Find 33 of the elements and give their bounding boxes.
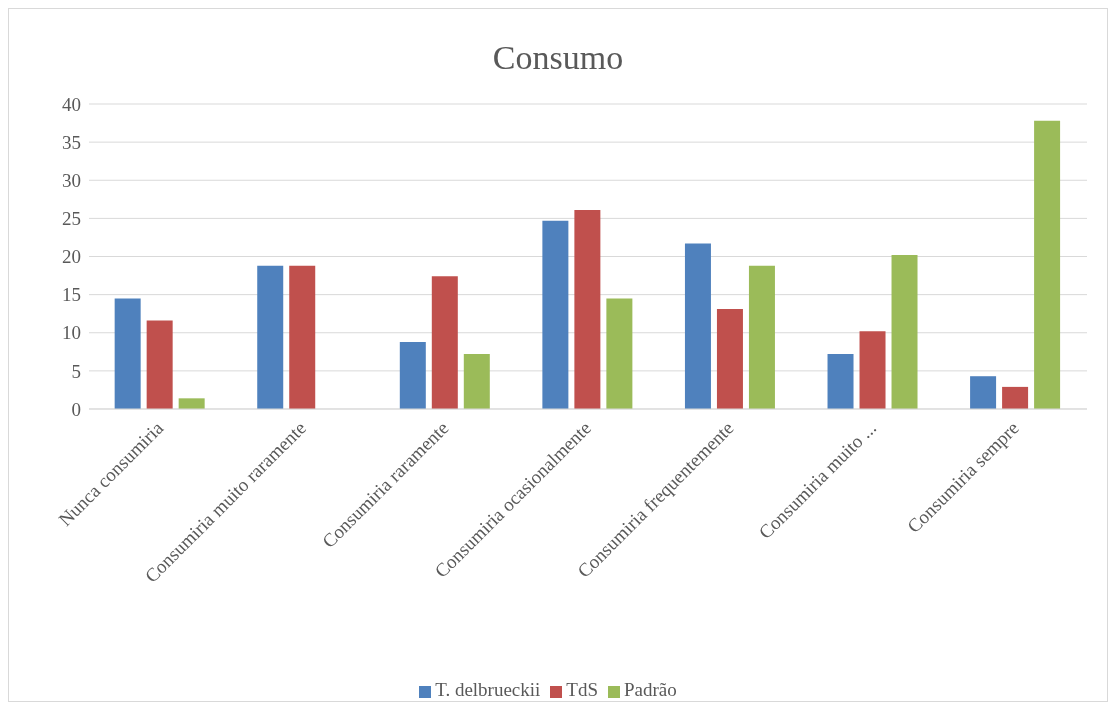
bar — [1002, 386, 1029, 409]
bar — [748, 265, 775, 409]
bar — [178, 398, 205, 409]
bar — [716, 309, 743, 409]
chart-title: Consumo — [491, 39, 625, 77]
y-tick-label: 40 — [62, 93, 81, 115]
bar — [114, 298, 141, 409]
bar — [606, 298, 633, 409]
bar — [431, 276, 458, 409]
bar — [684, 243, 711, 409]
y-tick-label: 5 — [71, 360, 81, 382]
legend-label: TdS — [566, 679, 599, 700]
bar — [827, 354, 854, 409]
bar — [146, 320, 173, 409]
bar — [859, 331, 886, 409]
y-tick-label: 20 — [62, 246, 81, 268]
y-tick-label: 10 — [62, 322, 81, 344]
bar — [463, 354, 490, 409]
y-tick-label: 35 — [62, 131, 81, 153]
legend-label: Padrão — [624, 679, 677, 700]
bar — [289, 265, 316, 409]
bar — [891, 254, 918, 409]
bar — [542, 220, 569, 409]
bar — [1034, 120, 1061, 409]
bar — [257, 265, 284, 409]
bar — [399, 341, 426, 409]
legend-label: T. delbrueckii — [435, 679, 541, 700]
bar — [970, 376, 997, 409]
bar — [574, 209, 601, 409]
y-tick-label: 25 — [62, 208, 81, 230]
y-tick-label: 0 — [71, 398, 81, 420]
y-tick-label: 30 — [62, 169, 81, 191]
y-tick-label: 15 — [62, 284, 81, 306]
